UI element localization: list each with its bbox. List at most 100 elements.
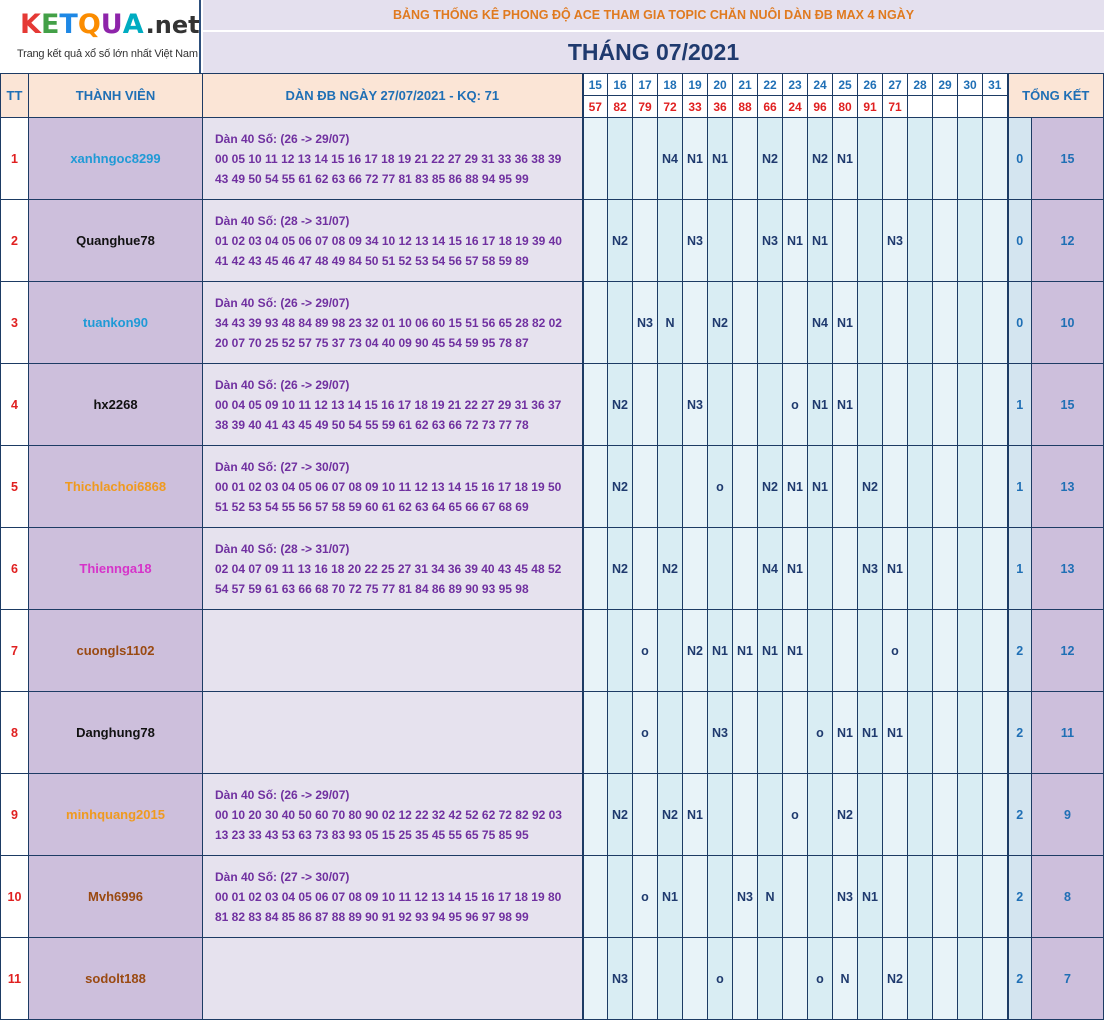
- day-mark: [982, 199, 1008, 282]
- day-mark: N2: [657, 773, 683, 856]
- site-logo[interactable]: K E T Q U A .net Trang kết quả xổ số lớn…: [0, 0, 201, 73]
- day-mark: [682, 281, 708, 364]
- day-mark: [957, 445, 983, 528]
- member-name[interactable]: Thiennga18: [28, 527, 203, 610]
- day-mark: [757, 691, 783, 774]
- day-mark: N4: [657, 117, 683, 200]
- day-mark: N1: [757, 609, 783, 692]
- dan-title: Dàn 40 Số: (26 -> 29/07): [215, 377, 350, 392]
- header-day: 27: [882, 73, 908, 96]
- dan-numbers: 01 02 03 04 05 06 07 08 09 34 10 12 13 1…: [215, 233, 562, 248]
- day-mark: [907, 773, 933, 856]
- member-name[interactable]: Quanghue78: [28, 199, 203, 282]
- day-mark: [757, 773, 783, 856]
- dan-numbers: 00 01 02 03 04 05 06 07 08 09 10 11 12 1…: [215, 889, 562, 904]
- member-name[interactable]: tuankon90: [28, 281, 203, 364]
- dan-cell: Dàn 40 Số: (27 -> 30/07) 00 01 02 03 04 0…: [202, 445, 584, 528]
- day-mark: [957, 281, 983, 364]
- member-name[interactable]: hx2268: [28, 363, 203, 446]
- day-mark: N1: [657, 855, 683, 938]
- header-result: 82: [607, 95, 633, 118]
- day-mark: N1: [782, 445, 808, 528]
- day-mark: [957, 691, 983, 774]
- day-mark: [957, 855, 983, 938]
- day-mark: [957, 199, 983, 282]
- day-mark: o: [632, 855, 658, 938]
- dan-cell: [202, 609, 584, 692]
- table-row: 6 Thiennga18 Dàn 40 Số: (28 -> 31/07) 02 04…: [0, 527, 1104, 610]
- day-mark: [657, 199, 683, 282]
- day-mark: [982, 691, 1008, 774]
- total-count: 7: [1031, 937, 1104, 1020]
- total-count: 12: [1031, 609, 1104, 692]
- header-day: 30: [957, 73, 983, 96]
- dan-cell: Dàn 40 Số: (26 -> 29/07) 00 10 20 30 40 5…: [202, 773, 584, 856]
- day-mark: [682, 445, 708, 528]
- day-mark: [707, 527, 733, 610]
- day-mark: [857, 363, 883, 446]
- day-mark: [732, 445, 758, 528]
- day-mark: [757, 281, 783, 364]
- member-name[interactable]: Mvh6996: [28, 855, 203, 938]
- day-mark: o: [782, 773, 808, 856]
- dan-title: Dàn 40 Số: (26 -> 29/07): [215, 131, 350, 146]
- table-row: 3 tuankon90 Dàn 40 Số: (26 -> 29/07) 34 43 …: [0, 281, 1104, 364]
- day-mark: N1: [782, 199, 808, 282]
- day-mark: [607, 609, 633, 692]
- day-mark: [582, 363, 608, 446]
- day-mark: [582, 609, 608, 692]
- total-count: 15: [1031, 117, 1104, 200]
- day-mark: [907, 691, 933, 774]
- day-mark: [882, 445, 908, 528]
- dan-cell: Dàn 40 Số: (26 -> 29/07) 00 04 05 09 10 1…: [202, 363, 584, 446]
- day-mark: [832, 445, 858, 528]
- member-name[interactable]: minhquang2015: [28, 773, 203, 856]
- day-mark: [857, 609, 883, 692]
- header-result: 71: [882, 95, 908, 118]
- dan-cell: [202, 937, 584, 1020]
- day-mark: [657, 609, 683, 692]
- day-mark: N1: [882, 691, 908, 774]
- header-day: 26: [857, 73, 883, 96]
- header-day: 19: [682, 73, 708, 96]
- day-mark: o: [807, 691, 833, 774]
- logo-letter: A: [122, 9, 144, 40]
- header-result: 57: [582, 95, 608, 118]
- dan-numbers: 81 82 83 84 85 86 87 88 89 90 91 92 93 9…: [215, 909, 529, 924]
- table-row: 10 Mvh6996 Dàn 40 Số: (27 -> 30/07) 00 01 0…: [0, 855, 1104, 938]
- total-count: 10: [1031, 281, 1104, 364]
- day-mark: o: [632, 609, 658, 692]
- dan-cell: [202, 691, 584, 774]
- member-name[interactable]: sodolt188: [28, 937, 203, 1020]
- header-tt: TT: [0, 73, 29, 118]
- day-mark: [882, 281, 908, 364]
- day-mark: [682, 527, 708, 610]
- header-result: 66: [757, 95, 783, 118]
- day-mark: N2: [607, 363, 633, 446]
- day-mark: [582, 855, 608, 938]
- member-name[interactable]: xanhngoc8299: [28, 117, 203, 200]
- member-name[interactable]: Danghung78: [28, 691, 203, 774]
- header-result: [932, 95, 958, 118]
- day-mark: [907, 527, 933, 610]
- header-result: 91: [857, 95, 883, 118]
- day-mark: [732, 691, 758, 774]
- day-mark: [957, 527, 983, 610]
- header-day: 21: [732, 73, 758, 96]
- day-mark: [907, 117, 933, 200]
- day-mark: N4: [757, 527, 783, 610]
- member-name[interactable]: Thichlachoi6868: [28, 445, 203, 528]
- dan-title: Dàn 40 Số: (27 -> 30/07): [215, 869, 350, 884]
- dan-numbers: 51 52 53 54 55 56 57 58 59 60 61 62 63 6…: [215, 499, 529, 514]
- day-mark: [932, 117, 958, 200]
- header-result: 72: [657, 95, 683, 118]
- day-mark: [932, 281, 958, 364]
- day-mark: [957, 117, 983, 200]
- day-mark: N1: [857, 691, 883, 774]
- day-mark: [757, 363, 783, 446]
- member-name[interactable]: cuongls1102: [28, 609, 203, 692]
- header-day: 25: [832, 73, 858, 96]
- total-count: 15: [1031, 363, 1104, 446]
- dan-cell: Dàn 40 Số: (28 -> 31/07) 01 02 03 04 05 0…: [202, 199, 584, 282]
- header-dan: DÀN ĐB NGÀY 27/07/2021 - KQ: 71: [202, 73, 584, 118]
